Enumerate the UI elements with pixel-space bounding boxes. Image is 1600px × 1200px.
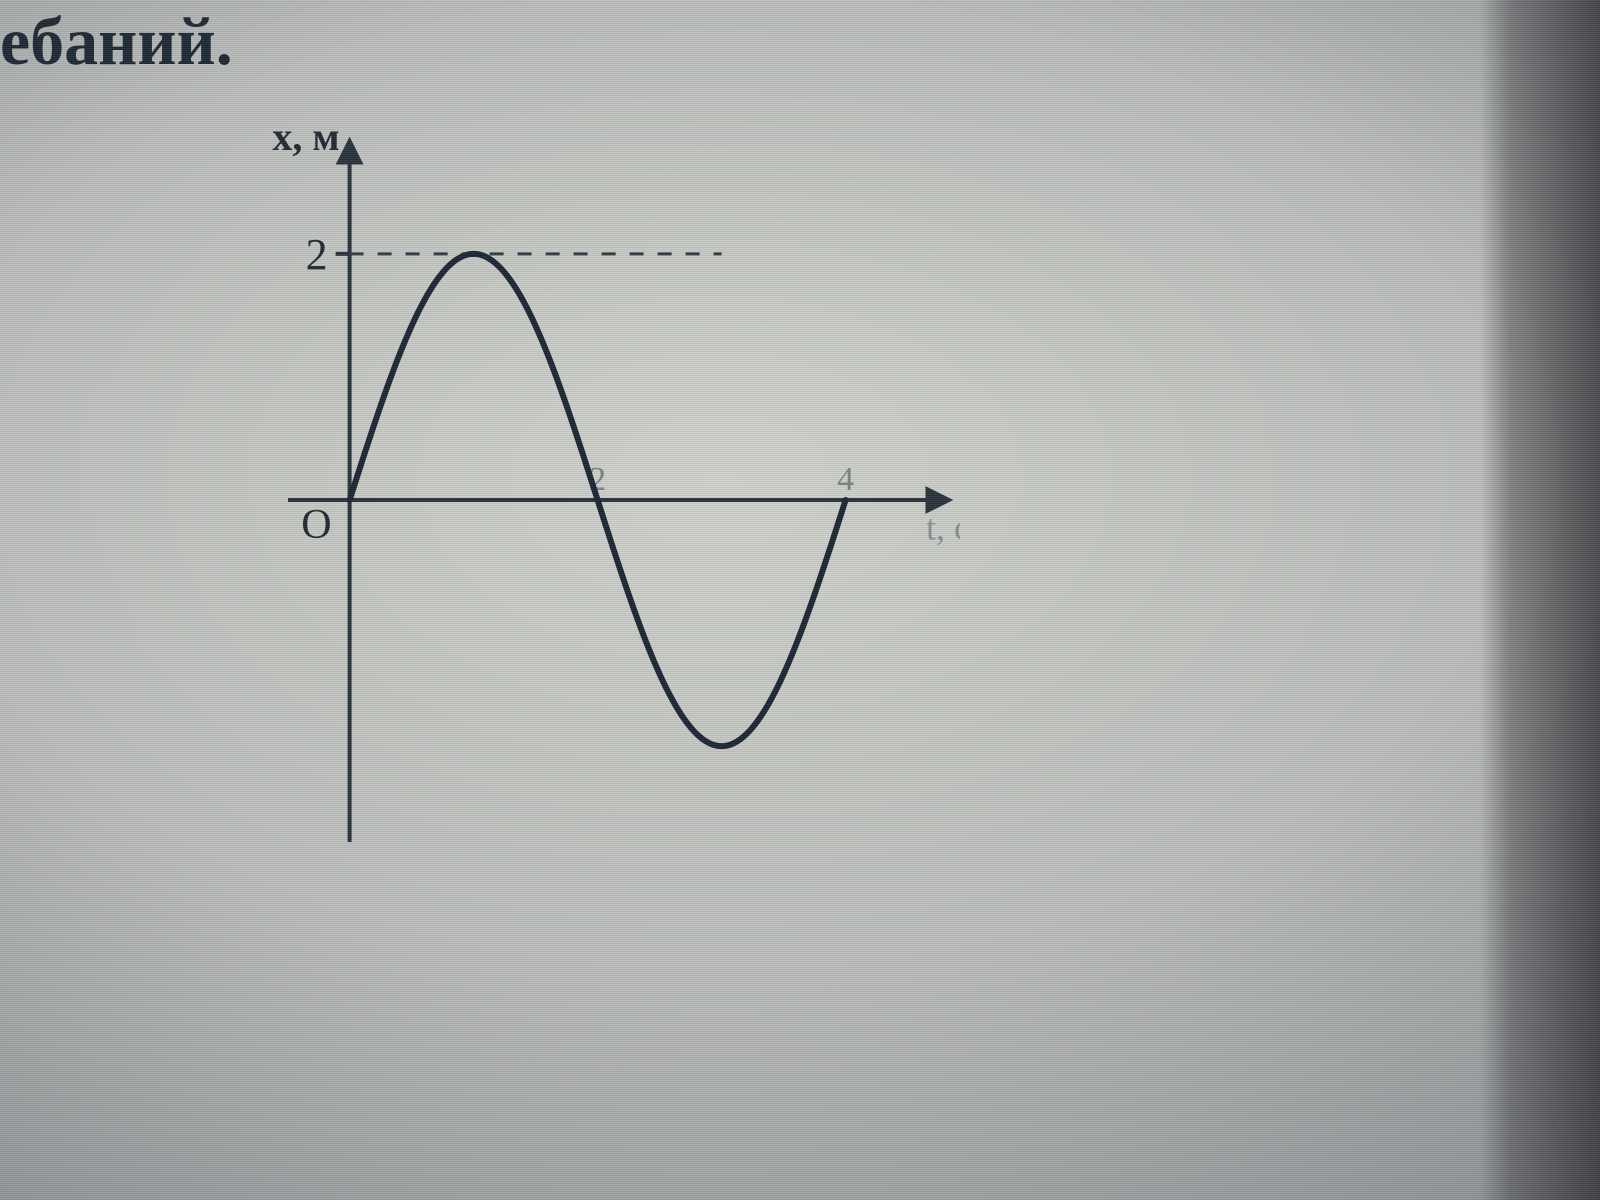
origin-label: O [301,502,331,548]
y-tick-label: 2 [306,230,328,279]
photo-edge-shadow [1480,0,1600,1200]
y-axis-label: x, м [272,120,339,159]
x-axis-label: t, c [926,508,960,548]
oscillation-chart: 224Ox, мt, c [240,120,960,880]
chart-svg: 224Ox, мt, c [240,120,960,880]
x-tick-label: 4 [837,461,854,498]
page-fragment-text: ебаний. [0,2,233,81]
